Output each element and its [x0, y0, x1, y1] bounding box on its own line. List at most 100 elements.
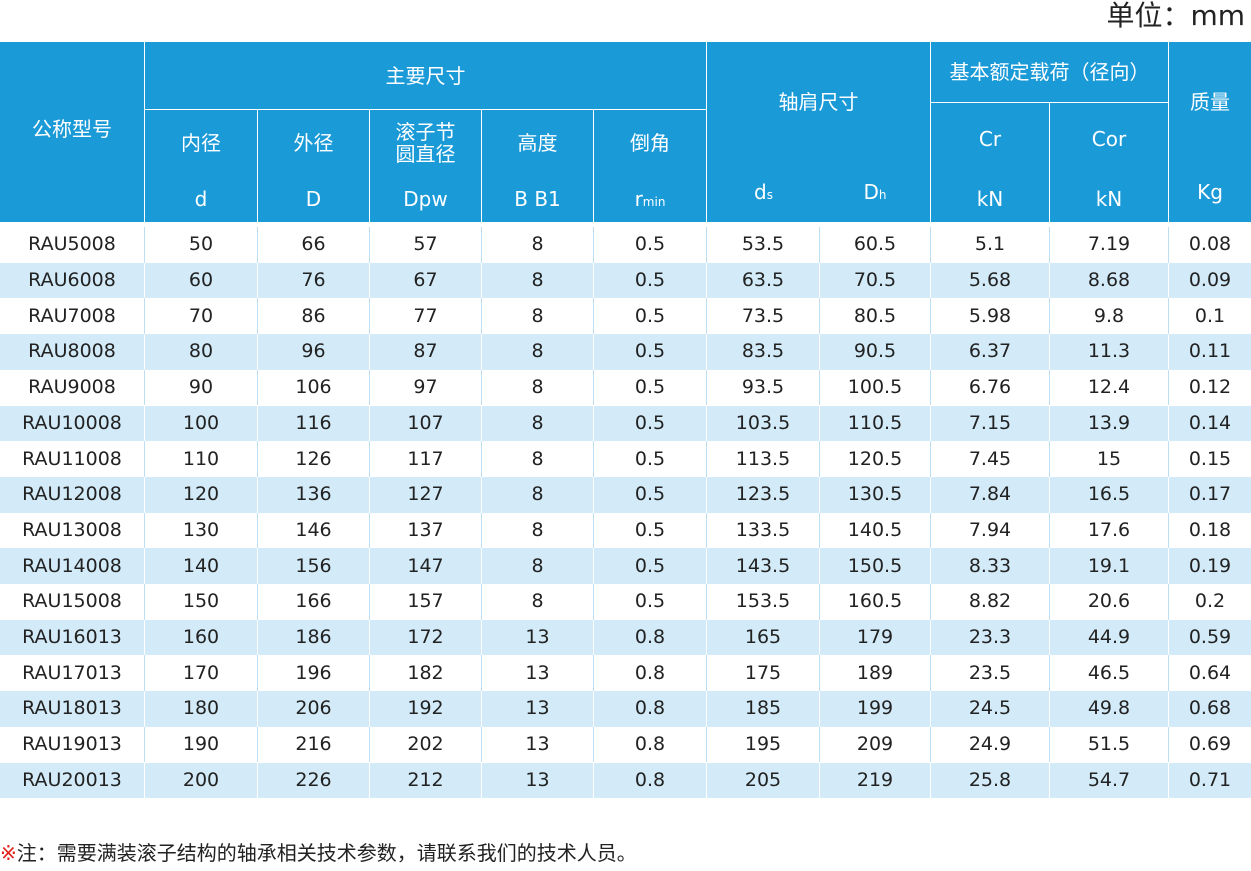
cell-text: 0.5	[634, 304, 666, 327]
cell-text: 113.5	[735, 447, 791, 470]
column-name-line: 滚子节	[395, 119, 456, 144]
cell: RAU16013	[0, 619, 145, 656]
cell: 189	[820, 655, 931, 692]
cell-text: 202	[407, 733, 444, 756]
column-symbol: kN	[1050, 175, 1169, 222]
cell: 136	[258, 476, 370, 513]
group-header: 基本额定载荷（径向）	[931, 42, 1169, 103]
cell-text: 8	[531, 411, 544, 434]
cell-text: 67	[413, 269, 438, 292]
note-mark: ※	[0, 841, 17, 865]
cell-text: 199	[856, 697, 894, 720]
cell-text: 8	[531, 518, 544, 541]
cell-text: 0.5	[634, 483, 666, 506]
cell-text: 0.8	[634, 733, 666, 756]
column-symbol: d	[145, 175, 258, 222]
cell: RAU13008	[0, 512, 145, 549]
symbol: d	[195, 188, 208, 210]
cell-text: 7.94	[968, 518, 1012, 541]
column-symbol: ds	[707, 162, 820, 222]
cell-text: 49.8	[1087, 697, 1131, 720]
cell: 7.19	[1050, 227, 1169, 263]
cell: 126	[258, 441, 370, 477]
cell-text: 6.37	[968, 340, 1012, 363]
cell: 8	[482, 548, 594, 584]
cell-text: 136	[295, 483, 332, 506]
cell: 0.64	[1169, 655, 1251, 692]
cell-text: 60	[188, 269, 214, 292]
cell-text: 60.5	[853, 233, 897, 256]
cell: 44.9	[1050, 619, 1169, 656]
cell: 97	[370, 369, 482, 406]
cell-text: RAU18013	[22, 697, 122, 720]
cell: 73.5	[707, 298, 820, 335]
cell: RAU12008	[0, 476, 145, 513]
cell: 0.8	[594, 726, 707, 763]
cell-text: 8.82	[968, 590, 1012, 613]
cell-text: 0.64	[1188, 661, 1232, 684]
cell-text: 133.5	[735, 518, 791, 541]
header-text: 主要尺寸	[385, 63, 466, 88]
cell-text: 143.5	[735, 554, 791, 577]
cell-text: 13	[525, 733, 550, 756]
cell-text: RAU16013	[22, 626, 122, 649]
cell: 8	[482, 298, 594, 335]
cell-text: 9.8	[1093, 304, 1125, 327]
cell: 120	[145, 476, 258, 513]
symbol: B B1	[514, 188, 561, 210]
symbol-main: D	[305, 186, 322, 211]
cell: 17.6	[1050, 512, 1169, 549]
cell: RAU6008	[0, 262, 145, 299]
cell: 90	[145, 369, 258, 406]
cell: 116	[258, 405, 370, 442]
cell-text: 147	[407, 554, 444, 577]
cell-text: 8.68	[1087, 269, 1131, 292]
cell-text: 116	[295, 411, 332, 434]
cell: 13	[482, 655, 594, 692]
cell: 209	[820, 726, 931, 763]
cell: RAU9008	[0, 369, 145, 406]
cell-text: 0.08	[1188, 233, 1232, 256]
cell: 53.5	[707, 227, 820, 263]
cell: 0.69	[1169, 726, 1251, 763]
cell: 54.7	[1050, 762, 1169, 799]
column-symbol: Kg	[1169, 162, 1251, 222]
cell-text: 172	[407, 626, 444, 649]
cell: 13	[482, 762, 594, 799]
cell: 0.09	[1169, 262, 1251, 299]
cell-text: 146	[295, 518, 332, 541]
column-name: Cr	[931, 103, 1050, 175]
note: ※ 注：需要满装滚子结构的轴承相关技术参数，请联系我们的技术人员。	[0, 835, 900, 871]
column-name: 外径	[258, 110, 370, 175]
cell-text: 150	[182, 590, 220, 613]
cell: 57	[370, 227, 482, 263]
cell: 199	[820, 691, 931, 727]
cell-text: 50	[188, 233, 214, 256]
cell-text: RAU10008	[22, 411, 122, 434]
cell: 0.71	[1169, 762, 1251, 799]
cell-text: 8	[531, 483, 544, 506]
cell-text: 12.4	[1087, 376, 1131, 399]
cell: 8	[482, 227, 594, 263]
cell: 25.8	[931, 762, 1050, 799]
cell-text: 90	[188, 376, 214, 399]
cell-text: 209	[856, 733, 894, 756]
cell-text: 150.5	[847, 554, 903, 577]
cell-text: 0.68	[1188, 697, 1232, 720]
cell-text: 123.5	[735, 483, 791, 506]
cell-text: 0.8	[634, 768, 666, 791]
cell: 160.5	[820, 584, 931, 620]
cell-text: 120.5	[847, 447, 903, 470]
cell-text: 23.3	[968, 626, 1012, 649]
cell: 93.5	[707, 369, 820, 406]
symbol-main: Dpw	[403, 186, 448, 211]
cell-text: 63.5	[741, 269, 785, 292]
cell: 16.5	[1050, 476, 1169, 513]
cell: 7.15	[931, 405, 1050, 442]
cell: 0.08	[1169, 227, 1251, 263]
symbol: Kg	[1197, 181, 1223, 203]
cell-text: RAU9008	[28, 376, 116, 399]
symbol-sub: min	[642, 194, 666, 209]
cell: 7.94	[931, 512, 1050, 549]
cell: 147	[370, 548, 482, 584]
